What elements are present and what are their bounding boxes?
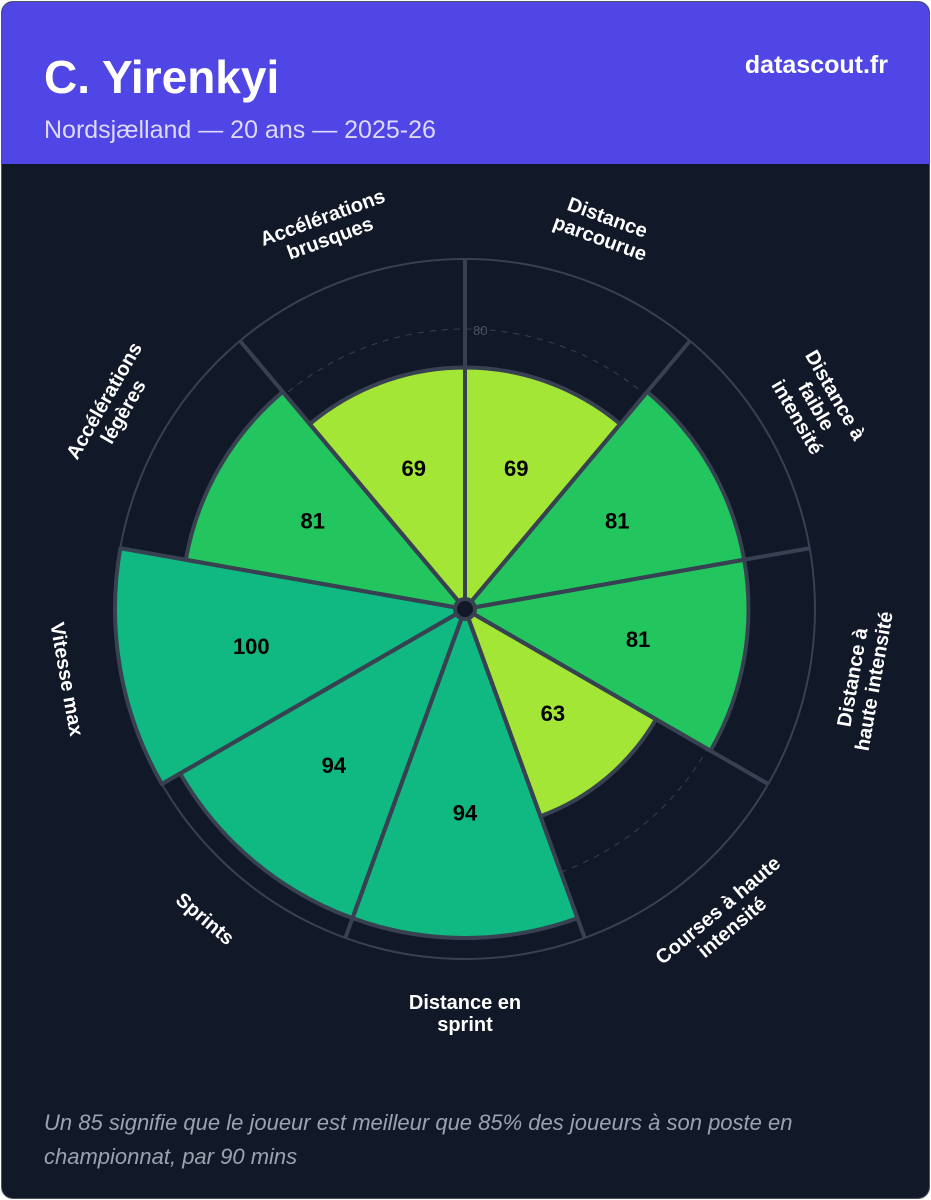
wedge-4 <box>350 607 580 940</box>
value-label-6: 100 <box>233 634 270 659</box>
card-header: C. Yirenkyi Nordsjælland — 20 ans — 2025… <box>2 2 929 164</box>
value-label-8: 69 <box>402 456 426 481</box>
wedge-7 <box>183 389 467 611</box>
value-label-7: 81 <box>301 509 325 534</box>
spoke-3 <box>464 607 770 786</box>
category-label-line: Sprints <box>171 889 238 950</box>
wedge-5 <box>178 607 467 921</box>
spoke-5 <box>343 608 467 939</box>
wedge-6 <box>113 546 467 786</box>
category-label-line: sprint <box>437 1014 493 1036</box>
category-label-line: Vitesse max <box>45 621 87 738</box>
center-hub <box>457 601 473 617</box>
wedge-1 <box>463 389 747 611</box>
category-label-line: Distance en <box>409 992 521 1014</box>
wedge-2 <box>463 557 751 753</box>
spoke-6 <box>160 607 466 786</box>
spoke-8 <box>238 339 467 611</box>
value-label-1: 81 <box>605 509 629 534</box>
value-label-5: 94 <box>322 753 347 778</box>
wedge-3 <box>463 607 658 819</box>
spoke-2 <box>464 546 811 611</box>
player-name: C. Yirenkyi <box>44 51 280 103</box>
spoke-1 <box>463 339 692 611</box>
category-label-5: Sprints <box>171 889 238 950</box>
value-label-0: 69 <box>504 456 528 481</box>
category-label-6: Vitesse max <box>45 621 87 738</box>
player-subtitle: Nordsjælland — 20 ans — 2025-26 <box>44 116 436 144</box>
reference-ring-label: 80 <box>473 323 487 338</box>
spoke-4 <box>463 608 587 939</box>
value-label-2: 81 <box>626 627 650 652</box>
wedge-8 <box>307 365 467 611</box>
brand-label: datascout.fr <box>744 51 888 79</box>
wedge-0 <box>463 365 623 611</box>
value-label-4: 94 <box>453 800 478 825</box>
spoke-7 <box>119 546 466 611</box>
footnote: Un 85 signifie que le joueur est meilleu… <box>44 1110 793 1169</box>
value-label-3: 63 <box>541 701 565 726</box>
